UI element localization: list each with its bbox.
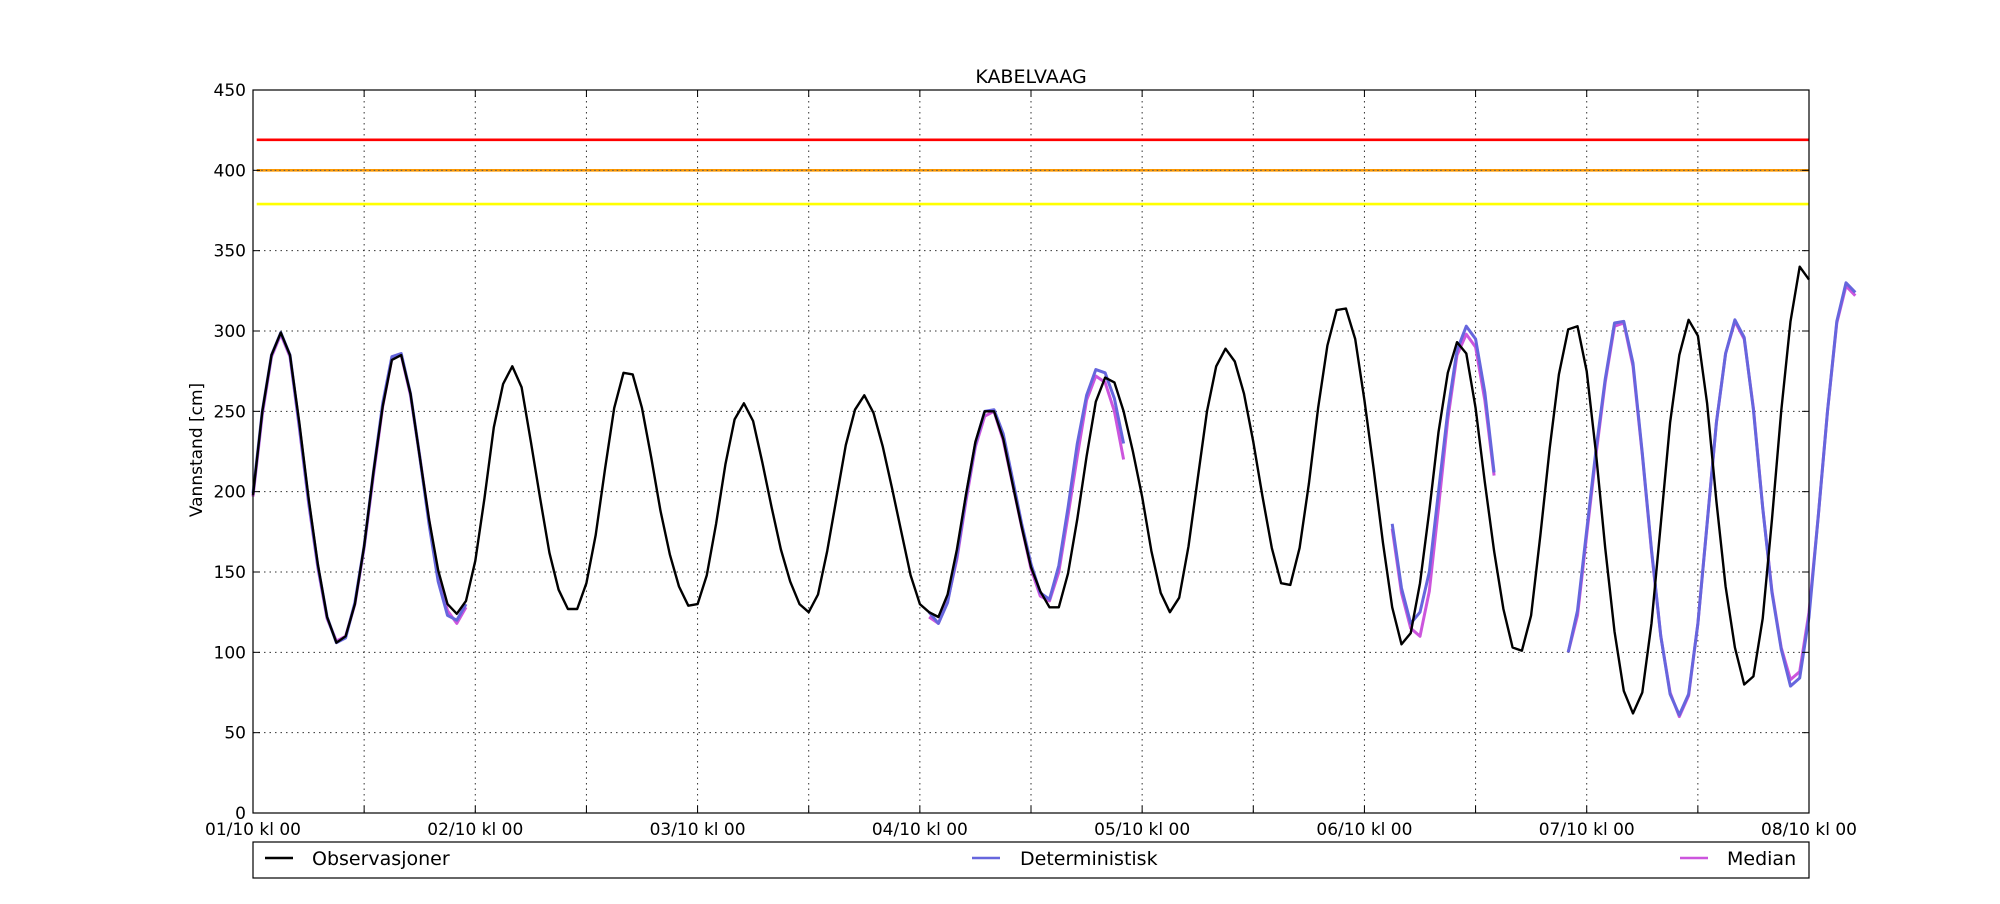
- y-tick-label: 50: [224, 724, 246, 744]
- legend-frame: [252, 841, 1810, 879]
- x-tick-label: 02/10 kl 00: [427, 820, 523, 840]
- series-line-deterministisk: [1390, 324, 1496, 625]
- y-tick-label: 300: [214, 322, 246, 342]
- x-tick-label: 03/10 kl 00: [650, 820, 746, 840]
- y-tick-label: 100: [214, 643, 246, 663]
- legend-label-observasjoner: Observasjoner: [312, 848, 450, 870]
- y-tick-label: 200: [214, 483, 246, 503]
- y-axis-label: Vannstand [cm]: [187, 383, 207, 517]
- legend: Observasjoner Deterministisk Median: [252, 841, 1810, 879]
- y-tick-label: 250: [214, 402, 246, 422]
- legend-label-deterministisk: Deterministisk: [1020, 848, 1158, 870]
- threshold-lines: [256, 138, 1809, 206]
- y-tick-label: 150: [214, 563, 246, 583]
- y-tick-label: 400: [214, 161, 246, 181]
- x-tick-label: 04/10 kl 00: [872, 820, 968, 840]
- axis-ticks: 0 50 100 150 200 250 300 350 400 450 01/10 kl 00 02…: [205, 81, 1857, 840]
- series-line-deterministisk: [1566, 281, 1857, 717]
- y-tick-label: 450: [214, 81, 246, 101]
- chart-title: KABELVAAG: [975, 66, 1086, 88]
- y-tick-label: 0: [235, 804, 246, 824]
- series-lines: [251, 265, 1857, 719]
- y-tick-label: 350: [214, 242, 246, 262]
- x-tick-label: 06/10 kl 00: [1316, 820, 1412, 840]
- series-line-observasjoner: [251, 265, 1810, 715]
- x-tick-label: 01/10 kl 00: [205, 820, 301, 840]
- legend-label-median: Median: [1727, 848, 1796, 870]
- x-tick-label: 08/10 kl 00: [1761, 820, 1857, 840]
- x-tick-label: 05/10 kl 00: [1094, 820, 1190, 840]
- x-tick-label: 07/10 kl 00: [1539, 820, 1635, 840]
